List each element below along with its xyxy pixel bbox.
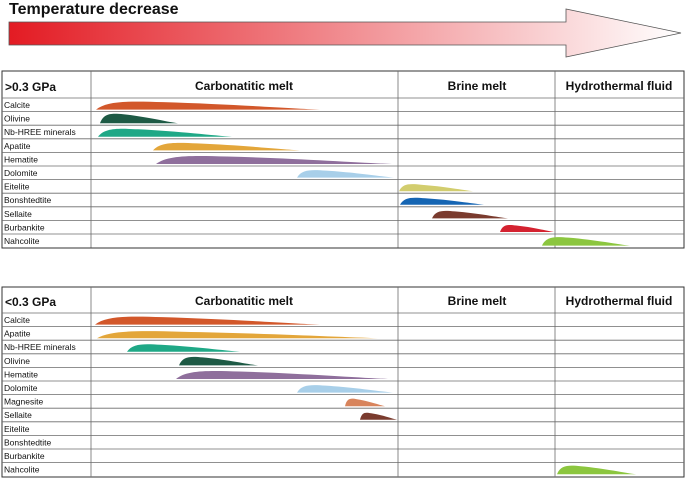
column-header-carbonatitic: Carbonatitic melt: [195, 294, 293, 308]
column-header-hydrothermal: Hydrothermal fluid: [566, 79, 673, 93]
mineral-range-bar: [127, 344, 240, 352]
mineral-range-bar: [297, 385, 393, 393]
mineral-range-bar: [500, 224, 554, 232]
mineral-range-bar: [96, 101, 320, 110]
mineral-label: Sellaite: [4, 209, 32, 219]
mineral-label: Olivine: [4, 114, 30, 124]
temperature-arrow-shape: [8, 8, 682, 58]
mineral-label: Bonshtedtite: [4, 437, 52, 447]
mineral-range-bar: [557, 465, 636, 475]
mineral-label: Sellaite: [4, 410, 32, 420]
mineral-label: Bonshtedtite: [4, 195, 52, 205]
temperature-arrow-label: Temperature decrease: [9, 1, 179, 18]
mineral-label: Apatite: [4, 329, 31, 339]
mineral-label: Hematite: [4, 154, 38, 164]
mineral-label: Calcite: [4, 100, 30, 110]
mineral-range-bar: [179, 356, 258, 366]
mineral-label: Eitelite: [4, 182, 30, 192]
panel-low-pressure: <0.3 GPa Carbonatitic melt Brine melt Hy…: [1, 286, 685, 478]
mineral-rows: Calcite Olivine Nb-HREE minerals Apatite Hem…: [2, 71, 684, 248]
mineral-range-bar: [360, 412, 397, 420]
mineral-label: Dolomite: [4, 168, 38, 178]
mineral-label: Magnesite: [4, 397, 43, 407]
mineral-range-bar: [400, 197, 484, 205]
mineral-range-bar: [100, 113, 178, 124]
panel-frame: [1, 286, 685, 478]
column-header-hydrothermal: Hydrothermal fluid: [566, 294, 673, 308]
mineral-label: Calcite: [4, 315, 30, 325]
mineral-label: Burbankite: [4, 451, 45, 461]
mineral-range-bar: [153, 142, 300, 151]
mineral-label: Burbankite: [4, 222, 45, 232]
mineral-range-bar: [95, 316, 320, 325]
column-header-brine: Brine melt: [448, 79, 507, 93]
mineral-label: Nahcolite: [4, 236, 40, 246]
mineral-label: Nb-HREE minerals: [4, 342, 76, 352]
pressure-label: >0.3 GPa: [5, 80, 56, 94]
mineral-range-bar: [176, 370, 388, 379]
mineral-label: Nahcolite: [4, 465, 40, 475]
panel-high-pressure: >0.3 GPa Carbonatitic melt Brine melt Hy…: [1, 70, 685, 249]
mineral-label: Hematite: [4, 369, 38, 379]
mineral-range-bar: [399, 184, 473, 192]
mineral-range-bar: [97, 331, 378, 339]
panel-frame: [1, 70, 685, 249]
mineral-range-bar: [345, 398, 385, 407]
mineral-range-bar: [297, 170, 394, 178]
mineral-label: Apatite: [4, 141, 31, 151]
mineral-range-bar: [98, 128, 232, 137]
mineral-range-bar: [432, 210, 508, 219]
column-header-brine: Brine melt: [448, 294, 507, 308]
mineral-range-bar: [542, 237, 630, 246]
mineral-range-bar: [156, 155, 392, 164]
column-header-carbonatitic: Carbonatitic melt: [195, 79, 293, 93]
mineral-rows: Calcite Apatite Nb-HREE minerals Olivine Hem…: [2, 287, 684, 477]
mineral-label: Nb-HREE minerals: [4, 127, 76, 137]
pressure-label: <0.3 GPa: [5, 295, 56, 309]
temperature-arrow: Temperature decrease: [8, 1, 682, 58]
mineral-label: Dolomite: [4, 383, 38, 393]
mineral-label: Eitelite: [4, 424, 30, 434]
mineral-label: Olivine: [4, 356, 30, 366]
